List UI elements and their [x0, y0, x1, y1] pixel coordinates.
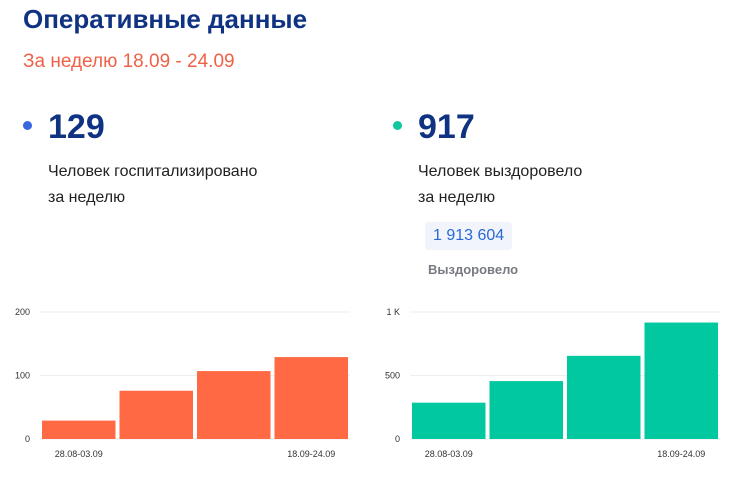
recovered-desc-line1: Человек выздоровело: [418, 163, 583, 180]
y-tick-label: 500: [385, 371, 400, 381]
recovered-desc-line2: за неделю: [418, 189, 496, 206]
recovered-total-chip: 1 913 604: [425, 222, 513, 250]
green-dot-icon: [393, 121, 402, 130]
hospitalized-desc-line2: за неделю: [48, 189, 126, 206]
bar: [197, 371, 271, 439]
hospitalized-bar-chart: 0 100 200 28.08-03.09 18.09-24.09: [15, 307, 350, 459]
hospitalized-value: 129: [48, 108, 105, 146]
hospitalized-desc-line1: Человек госпитализировано: [48, 163, 258, 180]
y-tick-label: 1 K: [386, 307, 400, 317]
y-tick-label: 100: [15, 371, 30, 381]
period-subtitle: За неделю 18.09 - 24.09: [23, 51, 235, 72]
x-tick-label: 28.08-03.09: [55, 449, 103, 459]
x-tick-label: 28.08-03.09: [425, 449, 473, 459]
hospitalized-description: Человек госпитализировано за неделю: [48, 159, 288, 211]
x-tick-label: 18.09-24.09: [287, 449, 335, 459]
x-tick-label: 18.09-24.09: [657, 449, 705, 459]
bar: [274, 357, 348, 439]
blue-dot-icon: [23, 121, 32, 130]
recovered-total-label: Выздоровело: [428, 262, 519, 277]
bar: [412, 402, 486, 439]
bar: [644, 322, 718, 439]
bar: [42, 420, 116, 439]
bar: [489, 381, 563, 439]
y-tick-label: 0: [395, 434, 400, 444]
page-title: Оперативные данные: [23, 4, 308, 34]
y-tick-label: 200: [15, 307, 30, 317]
bar: [119, 390, 193, 439]
y-tick-label: 0: [25, 434, 30, 444]
recovered-bar-chart: 0 500 1 K 28.08-03.09 18.09-24.09: [385, 307, 720, 459]
recovered-description: Человек выздоровело за неделю: [418, 159, 658, 211]
bar: [567, 355, 641, 439]
recovered-value: 917: [418, 108, 475, 146]
